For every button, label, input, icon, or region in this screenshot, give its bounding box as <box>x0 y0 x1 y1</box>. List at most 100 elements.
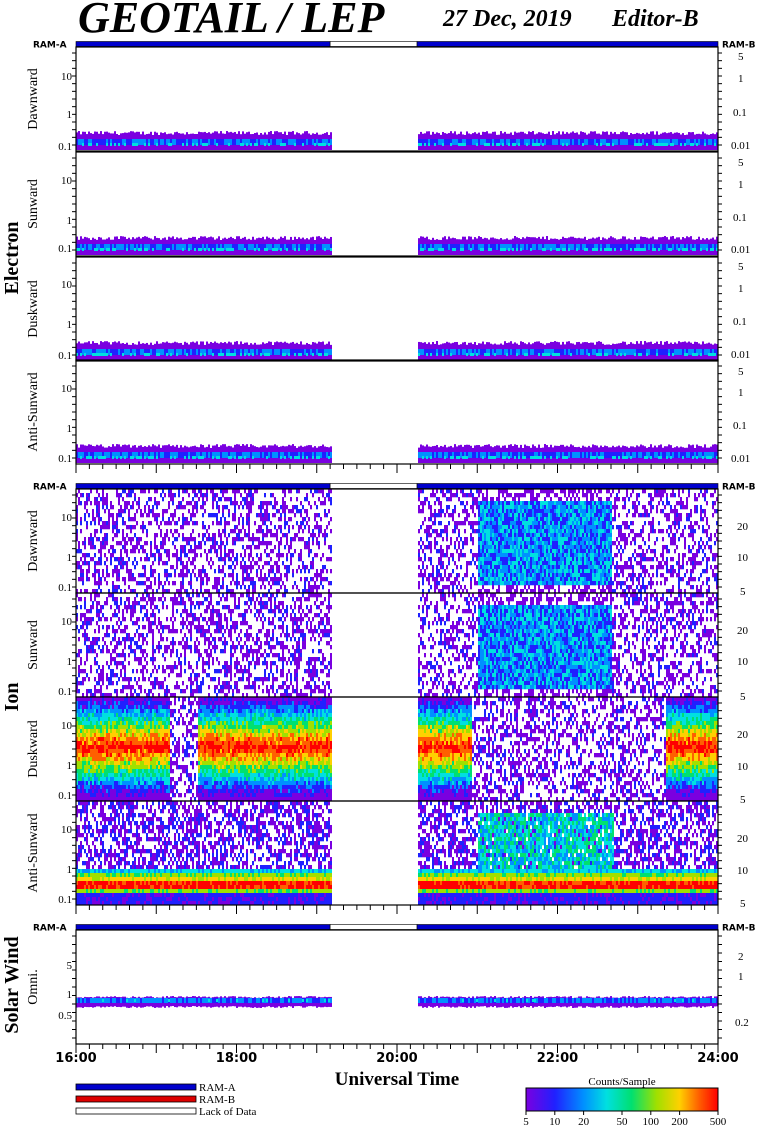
spec-cell <box>480 529 482 534</box>
spec-cell <box>176 139 178 145</box>
spec-cell <box>202 533 204 538</box>
spec-cell <box>320 573 322 578</box>
spec-cell <box>246 452 248 458</box>
spec-cell <box>604 139 606 145</box>
spec-cell <box>246 589 248 593</box>
spec-cell <box>96 569 98 574</box>
spec-cell <box>472 493 474 498</box>
spec-cell <box>482 525 484 530</box>
spec-cell <box>468 521 470 526</box>
spec-cell <box>250 577 252 582</box>
spec-cell <box>190 537 192 542</box>
spec-cell <box>240 537 242 542</box>
spec-cell <box>542 244 544 250</box>
spec-cell <box>670 248 672 251</box>
spec-cell <box>626 349 628 355</box>
spec-cell <box>152 589 154 593</box>
spec-cell <box>218 569 220 574</box>
spec-cell <box>670 456 672 459</box>
spec-cell <box>234 497 236 502</box>
spec-cell <box>446 244 448 250</box>
spec-cell <box>134 525 136 530</box>
spec-cell <box>582 139 584 145</box>
spec-cell <box>250 565 252 570</box>
spec-cell <box>494 569 496 574</box>
spec-cell <box>544 349 546 355</box>
spec-cell <box>82 248 84 251</box>
spec-cell <box>586 349 588 355</box>
spec-cell <box>438 501 440 506</box>
spec-cell <box>496 569 498 574</box>
spec-cell <box>434 143 436 146</box>
spec-cell <box>588 349 590 355</box>
spec-cell <box>636 139 638 145</box>
spec-cell <box>168 581 170 586</box>
spec-cell <box>116 456 118 459</box>
spec-cell <box>320 353 322 356</box>
spec-cell <box>448 589 450 593</box>
spec-cell <box>260 509 262 514</box>
spec-cell <box>126 349 128 355</box>
spec-cell <box>276 565 278 570</box>
spec-cell <box>250 537 252 542</box>
spec-cell <box>488 581 490 586</box>
spec-cell <box>640 143 642 146</box>
spec-cell <box>276 569 278 574</box>
spec-cell <box>660 139 662 145</box>
spec-cell <box>538 456 540 459</box>
spec-cell <box>458 581 460 586</box>
spec-cell <box>228 452 230 458</box>
spec-cell <box>620 349 622 355</box>
spec-cell <box>488 545 490 550</box>
spec-cell <box>218 452 220 458</box>
spec-cell <box>238 349 240 355</box>
spec-cell <box>546 139 548 145</box>
spec-cell <box>566 456 568 459</box>
spec-cell <box>634 139 636 145</box>
spec-cell <box>114 557 116 562</box>
spec-cell <box>628 244 630 250</box>
spec-cell <box>684 452 686 458</box>
spec-cell <box>458 545 460 550</box>
spec-cell <box>504 517 506 522</box>
spec-cell <box>418 529 420 534</box>
spec-cell <box>90 139 92 145</box>
spec-cell <box>434 581 436 586</box>
spec-cell <box>146 589 148 593</box>
spec-cell <box>162 489 164 494</box>
spec-cell <box>316 589 318 593</box>
spec-cell <box>92 589 94 593</box>
spec-cell <box>270 569 272 574</box>
spec-cell <box>228 513 230 518</box>
spec-cell <box>224 505 226 510</box>
spec-cell <box>248 533 250 538</box>
spec-cell <box>638 139 640 145</box>
spec-cell <box>330 529 332 534</box>
spec-cell <box>230 248 232 251</box>
spec-cell <box>98 513 100 518</box>
spec-cell <box>496 537 498 542</box>
spec-cell <box>204 143 206 146</box>
spec-cell <box>224 573 226 578</box>
spec-cell <box>462 349 464 355</box>
spec-cell <box>700 244 702 250</box>
spec-cell <box>118 143 120 146</box>
spec-cell <box>552 452 554 458</box>
spec-cell <box>522 349 524 355</box>
spec-cell <box>112 248 114 251</box>
spec-cell <box>484 565 486 570</box>
spec-cell <box>330 569 332 574</box>
spec-cell <box>256 569 258 574</box>
spec-cell <box>116 585 118 590</box>
spec-cell <box>116 525 118 530</box>
spec-cell <box>248 244 250 250</box>
spec-cell <box>558 244 560 250</box>
spec-cell <box>450 456 452 459</box>
spec-cell <box>480 537 482 542</box>
spec-cell <box>482 517 484 522</box>
spec-cell <box>478 545 480 550</box>
spec-cell <box>264 139 266 145</box>
spec-cell <box>164 541 166 546</box>
spec-cell <box>278 565 280 570</box>
spec-cell <box>422 139 424 145</box>
